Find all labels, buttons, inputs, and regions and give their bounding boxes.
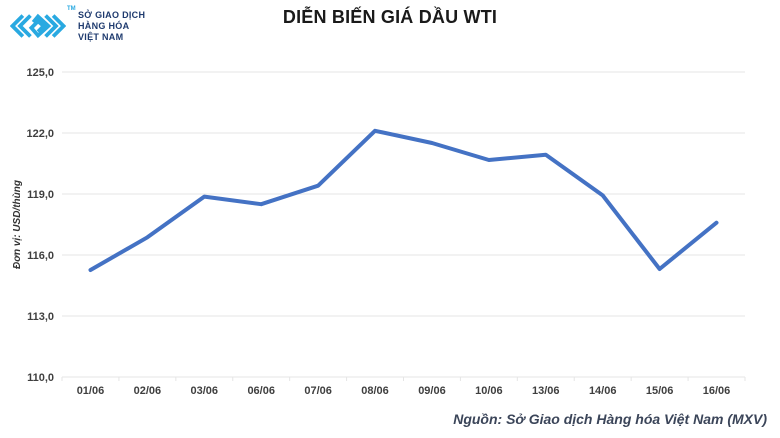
- mxv-logo-icon: [10, 13, 66, 39]
- x-tick-label: 15/06: [646, 385, 674, 397]
- source-note: Nguồn: Sở Giao dịch Hàng hóa Việt Nam (M…: [453, 411, 767, 427]
- x-tick-label: 10/06: [475, 385, 503, 397]
- x-tick-label: 08/06: [361, 385, 389, 397]
- logo-text-line1: SỞ GIAO DỊCH: [78, 10, 146, 20]
- trademark-symbol: TM: [67, 6, 76, 12]
- y-tick-label: 113,0: [27, 311, 54, 323]
- x-axis-ticks: [61, 377, 746, 381]
- x-tick-label: 06/06: [247, 385, 275, 397]
- mxv-logo-text: SỞ GIAO DỊCH HÀNG HÓA VIỆT NAM: [78, 10, 145, 43]
- x-tick-label: 07/06: [304, 385, 332, 397]
- logo-text-line3: VIỆT NAM: [78, 32, 124, 42]
- y-tick-labels: 110,0 113,0 116,0 119,0 122,0 125,0: [26, 67, 54, 384]
- chart-title: DIỄN BIẾN GIÁ DẦU WTI: [282, 7, 498, 27]
- y-tick-label: 119,0: [27, 189, 54, 201]
- x-tick-label: 09/06: [418, 385, 446, 397]
- y-tick-label: 110,0: [27, 372, 54, 384]
- x-tick-label: 14/06: [589, 385, 617, 397]
- x-tick-labels: 01/06 02/06 03/06 06/06 07/06 08/06 09/06 10/06…: [77, 385, 731, 397]
- x-tick-label: 01/06: [77, 385, 105, 397]
- y-tick-label: 122,0: [26, 128, 54, 140]
- x-tick-label: 02/06: [134, 385, 162, 397]
- logo-text-line2: HÀNG HÓA: [78, 21, 130, 31]
- x-tick-label: 03/06: [191, 385, 219, 397]
- wti-price-line: [88, 128, 719, 272]
- x-tick-label: 13/06: [532, 385, 560, 397]
- mxv-logo: TM SỞ GIAO DỊCH HÀNG HÓA VIỆT NAM: [10, 6, 170, 48]
- y-tick-label: 116,0: [27, 250, 54, 262]
- y-axis-title: Đơn vị: USD/thùng: [12, 180, 23, 269]
- y-tick-label: 125,0: [26, 67, 54, 79]
- x-tick-label: 16/06: [703, 385, 731, 397]
